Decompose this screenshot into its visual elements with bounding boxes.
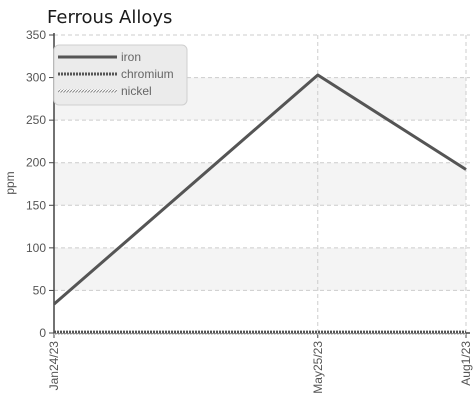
y-tick-label: 0 [39,326,46,340]
legend-label-iron: iron [121,50,141,64]
y-tick-label: 100 [26,241,46,255]
y-tick-label: 300 [26,71,46,85]
legend-label-nickel: nickel [121,84,152,98]
y-tick-label: 350 [26,28,46,42]
series-lines [53,73,467,335]
series-line-iron [53,73,467,306]
x-tick-label: Aug1/23 [459,341,473,386]
chart-title: Ferrous Alloys [47,7,172,28]
x-tick-label: Jan24/23 [47,341,61,391]
y-ticks: 0 50 100 150 200 250 300 350 [26,28,54,340]
legend-label-chromium: chromium [121,67,174,81]
legend: iron chromium nickel [53,44,188,106]
plot-bands [54,77,466,291]
plot-band [54,247,466,291]
y-axis-label: ppm [3,171,17,194]
x-ticks: Jan24/23 May25/23 Aug1/23 [47,333,473,394]
y-tick-label: 150 [26,198,46,212]
y-tick-label: 50 [33,283,47,297]
plot-band [54,162,466,206]
y-tick-label: 200 [26,156,46,170]
x-tick-label: May25/23 [311,341,325,394]
y-tick-label: 250 [26,113,46,127]
